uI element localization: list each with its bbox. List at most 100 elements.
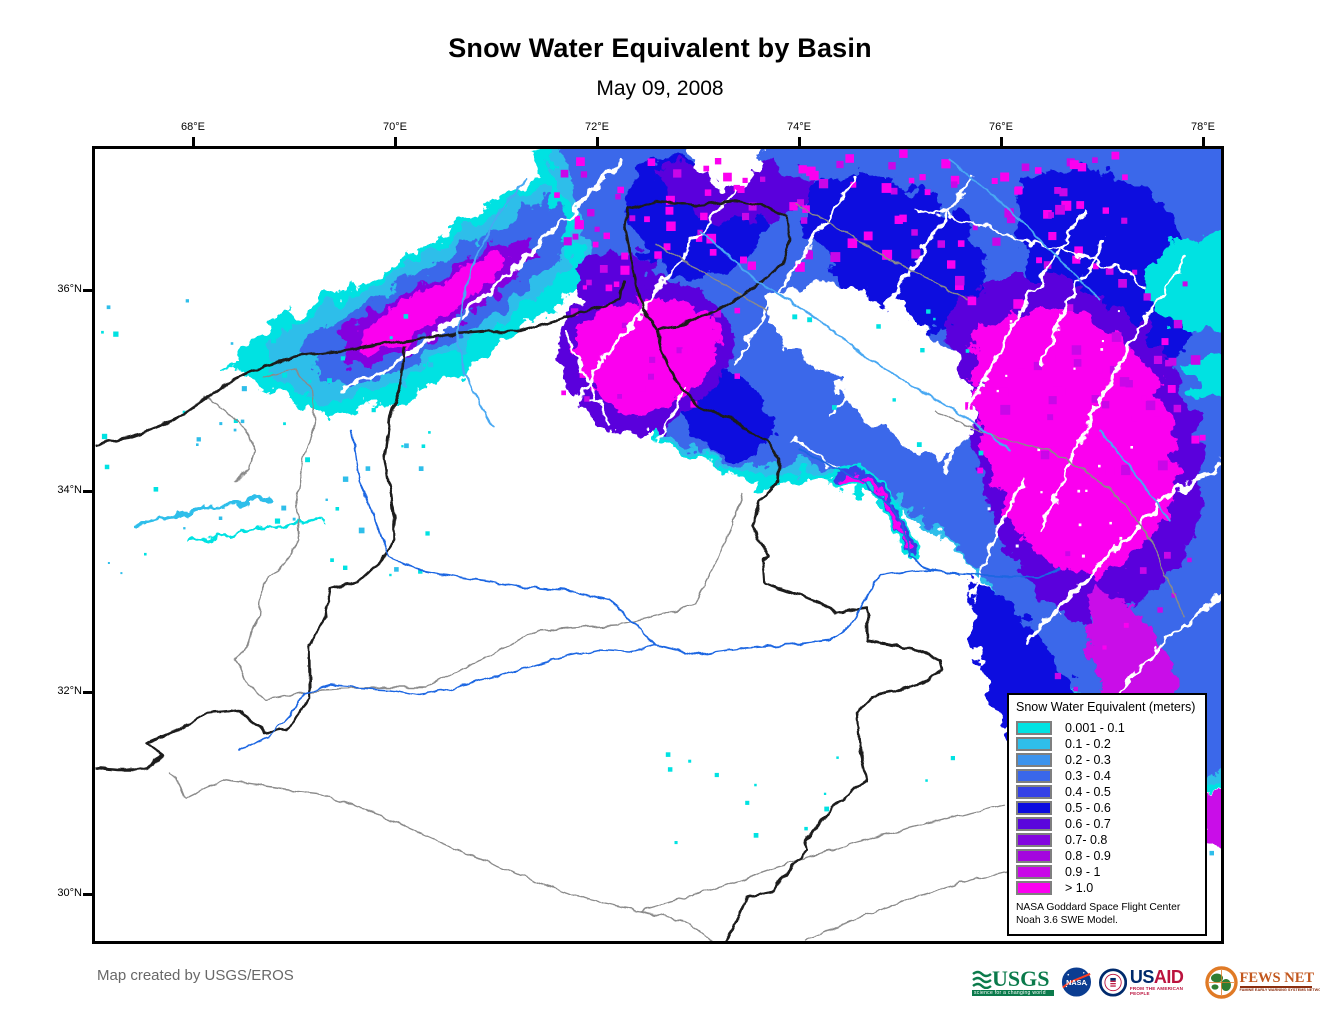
swe-block xyxy=(1059,188,1068,197)
legend-swatch xyxy=(1016,817,1052,831)
legend: Snow Water Equivalent (meters) 0.001 - 0… xyxy=(1007,693,1207,936)
basin-outlines xyxy=(168,203,1208,941)
swe-block xyxy=(1048,212,1054,218)
legend-entry-label: 0.6 - 0.7 xyxy=(1065,817,1111,831)
swe-block xyxy=(1102,401,1110,409)
fews-wordmark: FEWS NET xyxy=(1239,969,1315,986)
snow-speck xyxy=(1130,446,1133,449)
fews-tagline: FAMINE EARLY WARNING SYSTEMS NETWORK xyxy=(1239,988,1320,993)
legend-footer: NASA Goddard Space Flight Center Noah 3.… xyxy=(1016,901,1201,928)
swe-block xyxy=(1013,299,1023,309)
swe-block xyxy=(1052,312,1061,320)
swe-block xyxy=(695,235,703,242)
snow-speck xyxy=(423,363,426,367)
swe-block xyxy=(1171,592,1177,598)
lat-label: 36°N xyxy=(57,283,82,295)
usaid-seal-icon xyxy=(1098,967,1127,997)
snow-speck xyxy=(950,756,955,761)
swe-block xyxy=(1168,357,1177,366)
legend-row: 0.3 - 0.4 xyxy=(1016,768,1201,784)
legend-swatch xyxy=(1016,753,1052,767)
snow-speck xyxy=(101,330,104,334)
swe-block xyxy=(1069,160,1079,170)
legend-entry-label: 0.1 - 0.2 xyxy=(1065,737,1111,751)
snow-speck xyxy=(371,408,376,413)
legend-entry-label: 0.5 - 0.6 xyxy=(1065,801,1111,815)
swe-block xyxy=(615,194,621,200)
legend-footer-line2: Noah 3.6 SWE Model. xyxy=(1016,915,1118,927)
snow-speck xyxy=(292,517,296,521)
swe-block xyxy=(789,202,798,211)
swe-block xyxy=(1105,267,1114,275)
usgs-tagline: science for a changing world xyxy=(974,989,1046,996)
swe-block xyxy=(554,192,560,198)
swe-block xyxy=(1066,304,1074,311)
snow-speck xyxy=(382,394,387,399)
snow-speck xyxy=(330,558,334,562)
snow-speck xyxy=(196,437,201,442)
snow-speck xyxy=(688,759,692,763)
swe-block xyxy=(955,275,965,286)
snow-speck xyxy=(1073,367,1076,370)
swe-block xyxy=(798,165,807,174)
snow-speck xyxy=(325,498,328,501)
legend-entry-label: 0.001 - 0.1 xyxy=(1065,721,1125,735)
swe-block xyxy=(742,212,750,220)
swe-block xyxy=(560,169,569,178)
swe-block xyxy=(1109,365,1118,374)
legend-entry-label: 0.8 - 0.9 xyxy=(1065,849,1111,863)
lon-tick xyxy=(394,137,397,146)
swe-block xyxy=(1073,686,1078,692)
swe-block xyxy=(1132,269,1138,275)
swe-block xyxy=(760,176,766,182)
usaid-wordmark: USAID xyxy=(1129,966,1184,987)
fews-net-logo: FEWS NET FAMINE EARLY WARNING SYSTEMS NE… xyxy=(1204,965,1320,999)
swe-block xyxy=(1036,257,1042,264)
swe-block xyxy=(1048,232,1057,241)
swe-block xyxy=(748,202,757,211)
valley-channels xyxy=(343,157,1221,801)
swe-block xyxy=(1054,187,1062,194)
swe-block xyxy=(1021,163,1030,172)
swe-block xyxy=(1141,395,1147,402)
snow-speck xyxy=(418,466,424,471)
snow-speck xyxy=(185,299,189,303)
swe-block xyxy=(676,347,683,354)
swe-block xyxy=(703,165,710,172)
swe-block xyxy=(847,238,858,248)
swe-block xyxy=(1057,387,1066,395)
swe-block xyxy=(1043,210,1052,219)
snow-speck xyxy=(807,317,813,323)
swe-block xyxy=(747,261,756,270)
swe-block xyxy=(894,215,903,224)
swe-block xyxy=(919,174,926,181)
swe-block xyxy=(1164,551,1171,559)
snow-speck xyxy=(394,567,399,572)
snow-speck xyxy=(340,356,345,361)
snow-raster-west xyxy=(230,155,647,415)
swe-block xyxy=(742,177,748,183)
map-date: May 09, 2008 xyxy=(596,77,724,100)
snow-speck xyxy=(804,826,808,831)
swe-block xyxy=(1119,377,1130,387)
snow-speck xyxy=(925,779,928,782)
snow-speck xyxy=(327,378,332,383)
swe-block xyxy=(1199,434,1206,441)
map-frame: Snow Water Equivalent (meters) 0.001 - 0… xyxy=(92,146,1224,944)
swe-block xyxy=(647,158,656,166)
swe-block xyxy=(899,214,907,223)
snow-speck xyxy=(106,305,111,310)
swe-block xyxy=(1161,338,1169,346)
snow-speck xyxy=(240,419,245,424)
snow-speck xyxy=(926,309,931,314)
legend-swatch xyxy=(1016,881,1052,895)
swe-block xyxy=(845,154,854,163)
swe-block xyxy=(594,226,600,232)
swe-block xyxy=(1073,359,1082,367)
swe-block xyxy=(704,189,712,196)
swe-block xyxy=(723,172,732,182)
legend-swatch xyxy=(1016,801,1052,815)
swe-block xyxy=(977,467,984,474)
swe-block xyxy=(951,181,958,188)
snow-speck xyxy=(987,507,991,511)
